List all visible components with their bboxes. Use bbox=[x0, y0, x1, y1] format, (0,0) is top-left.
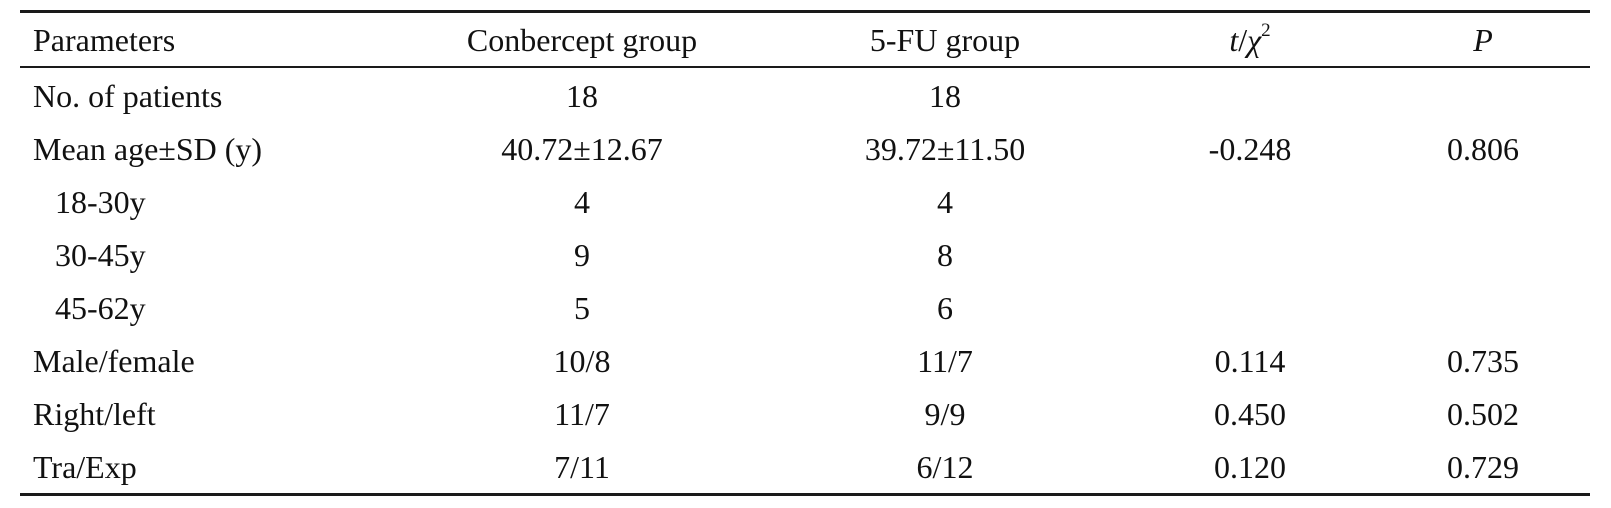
header-test-statistic: t/χ2 bbox=[1124, 21, 1376, 58]
stat-value: 0.450 bbox=[1214, 395, 1286, 432]
table-row: Mean age±SD (y) 40.72±12.67 39.72±11.50 … bbox=[20, 122, 1590, 175]
fu-value: 11/7 bbox=[917, 342, 973, 379]
header-parameters: Parameters bbox=[33, 21, 176, 58]
table-row: No. of patients 18 18 bbox=[20, 69, 1590, 122]
fu-value: 8 bbox=[937, 236, 953, 273]
fu-value: 6 bbox=[937, 289, 953, 326]
row-label: No. of patients bbox=[33, 77, 223, 114]
row-label: Right/left bbox=[33, 395, 156, 432]
p-value: 0.735 bbox=[1447, 342, 1519, 379]
header-t-symbol: t bbox=[1229, 21, 1239, 58]
fu-value: 39.72±11.50 bbox=[864, 130, 1026, 167]
table-row: Right/left 11/7 9/9 0.450 0.502 bbox=[20, 387, 1590, 440]
stat-value: -0.248 bbox=[1208, 130, 1292, 167]
row-label: 45-62y bbox=[55, 289, 146, 326]
table-row: 30-45y 9 8 bbox=[20, 228, 1590, 281]
row-label: Mean age±SD (y) bbox=[33, 130, 263, 167]
conbercept-value: 10/8 bbox=[553, 342, 611, 379]
fu-value: 9/9 bbox=[924, 395, 966, 432]
row-label: 30-45y bbox=[55, 236, 146, 273]
table-row: Male/female 10/8 11/7 0.114 0.735 bbox=[20, 334, 1590, 387]
table-top-rule bbox=[20, 10, 1590, 13]
conbercept-value: 40.72±12.67 bbox=[501, 130, 663, 167]
stat-value: 0.114 bbox=[1214, 342, 1286, 379]
header-chi-exponent: 2 bbox=[1261, 19, 1271, 41]
conbercept-value: 18 bbox=[566, 77, 598, 114]
stat-value: 0.120 bbox=[1214, 448, 1286, 485]
p-value: 0.806 bbox=[1447, 130, 1519, 167]
row-label: Male/female bbox=[33, 342, 195, 379]
fu-value: 6/12 bbox=[916, 448, 974, 485]
header-stat-separator: / bbox=[1238, 21, 1248, 58]
table-row: Tra/Exp 7/11 6/12 0.120 0.729 bbox=[20, 440, 1590, 493]
table-row: 18-30y 4 4 bbox=[20, 175, 1590, 228]
conbercept-value: 4 bbox=[574, 183, 590, 220]
conbercept-value: 11/7 bbox=[554, 395, 610, 432]
table-header-rule bbox=[20, 66, 1590, 68]
header-conbercept-group: Conbercept group bbox=[466, 21, 698, 58]
conbercept-value: 7/11 bbox=[554, 448, 610, 485]
p-value: 0.502 bbox=[1447, 395, 1519, 432]
table-row: 45-62y 5 6 bbox=[20, 281, 1590, 334]
table-header-row: Parameters Conbercept group 5-FU group t… bbox=[20, 13, 1590, 66]
baseline-characteristics-table: Parameters Conbercept group 5-FU group t… bbox=[20, 10, 1590, 496]
row-label: Tra/Exp bbox=[33, 448, 137, 485]
p-value: 0.729 bbox=[1447, 448, 1519, 485]
table-bottom-rule bbox=[20, 493, 1590, 496]
fu-value: 18 bbox=[929, 77, 961, 114]
conbercept-value: 5 bbox=[574, 289, 590, 326]
conbercept-value: 9 bbox=[574, 236, 590, 273]
row-label: 18-30y bbox=[55, 183, 146, 220]
header-chi-symbol: χ bbox=[1247, 21, 1262, 58]
fu-value: 4 bbox=[937, 183, 953, 220]
header-p-value: P bbox=[1473, 21, 1493, 58]
header-5fu-group: 5-FU group bbox=[869, 21, 1021, 58]
